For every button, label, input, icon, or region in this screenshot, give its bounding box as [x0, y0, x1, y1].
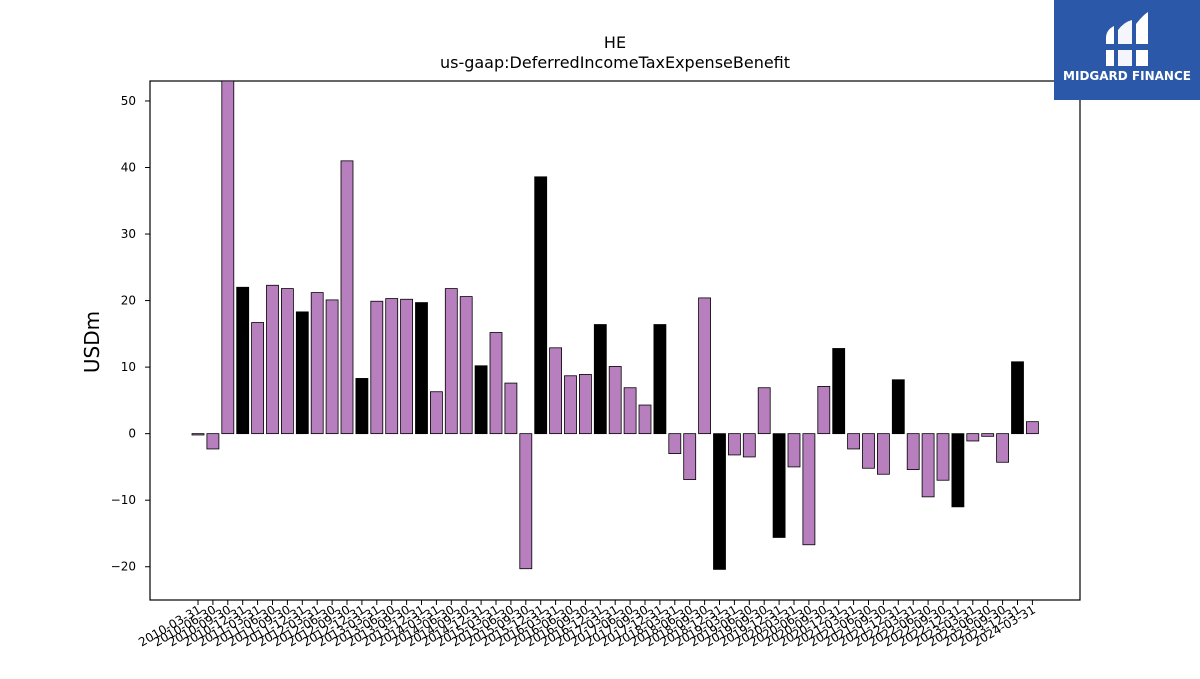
y-tick-label: 40 [121, 161, 136, 175]
bar-2023-12-31 [1011, 361, 1024, 435]
bar-2020-03-31 [787, 433, 801, 468]
bar-2017-12-31 [653, 324, 667, 435]
bar-2022-06-30 [921, 433, 935, 498]
bar-2014-09-30 [459, 296, 473, 435]
bar-2014-12-31 [474, 365, 488, 435]
bar-2020-06-30 [802, 433, 816, 546]
chart-subtitle: us-gaap:DeferredIncomeTaxExpenseBenefit [440, 53, 790, 72]
bar-2022-09-30 [936, 433, 950, 481]
bar-2021-09-30 [877, 433, 890, 475]
y-tick-label: 10 [121, 360, 136, 374]
y-tick-label: −10 [111, 493, 136, 507]
bar-2019-06-30 [742, 433, 756, 458]
bar-2015-03-31 [489, 332, 503, 435]
bar-2022-03-31 [906, 433, 920, 470]
bar-2021-06-30 [862, 433, 875, 469]
bar-2017-03-31 [608, 366, 622, 435]
bar-2020-12-31 [832, 348, 846, 435]
logo-badge: MIDGARD FINANCE [1054, 0, 1200, 100]
bar-2023-03-31 [966, 433, 980, 442]
bar-2013-12-31 [415, 302, 428, 435]
y-tick-label: 20 [121, 294, 136, 308]
bar-2017-06-30 [623, 387, 637, 435]
bar-2015-06-30 [504, 382, 518, 435]
bar-2016-06-30 [564, 375, 577, 435]
bar-2012-03-31 [310, 292, 324, 435]
bar-2014-06-30 [444, 288, 458, 435]
bar-2018-12-31 [713, 433, 726, 570]
bar-2015-09-30 [519, 433, 533, 570]
bar-2016-03-31 [549, 347, 562, 435]
chart-title: HE [604, 33, 626, 52]
bar-2018-09-30 [698, 297, 711, 435]
bar-2023-06-30 [981, 433, 995, 437]
bar-2013-03-31 [370, 300, 384, 435]
x-axis-ticks: 2010-03-312010-06-302010-09-302010-12-31… [136, 600, 1038, 649]
bar-2016-12-31 [593, 324, 607, 435]
bar-2010-06-30 [206, 433, 220, 450]
logo-mark-icon [1106, 12, 1148, 66]
logo: MIDGARD FINANCE [1054, 0, 1200, 100]
bar-2022-12-31 [951, 433, 965, 508]
bar-2011-06-30 [266, 284, 279, 435]
bar-2013-09-30 [400, 298, 414, 435]
bar-2012-09-30 [340, 160, 354, 435]
logo-text: MIDGARD FINANCE [1063, 69, 1191, 83]
bar-2018-03-31 [668, 433, 682, 455]
y-tick-label: 0 [128, 427, 136, 441]
bar-2011-03-31 [251, 322, 265, 435]
y-tick-label: 50 [121, 94, 136, 108]
bar-2020-09-30 [817, 386, 831, 435]
bar-2010-12-31 [236, 286, 250, 435]
y-axis-label: USDm [80, 311, 104, 373]
bar-2018-06-30 [683, 433, 697, 480]
bar-2024-03-31 [1026, 421, 1039, 435]
bar-2013-06-30 [385, 298, 399, 435]
bar-2010-03-31 [191, 433, 205, 436]
bar-2019-12-31 [772, 433, 786, 538]
bar-2011-12-31 [295, 311, 309, 435]
y-axis-ticks: −20 −10 0 10 20 30 40 50 [111, 94, 150, 574]
bar-2021-12-31 [891, 379, 905, 435]
bar-2015-12-31 [534, 176, 548, 435]
bar-2010-09-30 [221, 80, 235, 435]
bar-2011-09-30 [280, 288, 294, 435]
bar-2012-12-31 [355, 378, 369, 435]
bar-2019-03-31 [728, 433, 741, 456]
bar-2017-09-30 [638, 404, 652, 435]
bar-2019-09-30 [757, 387, 771, 435]
bar-2016-09-30 [579, 374, 592, 435]
bar-2012-06-30 [325, 299, 339, 435]
bars-group [191, 80, 1039, 570]
bar-2021-03-31 [847, 433, 860, 450]
y-tick-label: 30 [121, 227, 136, 241]
y-tick-label: −20 [111, 560, 136, 574]
bar-2023-09-30 [996, 433, 1009, 463]
bar-2014-03-31 [429, 391, 443, 435]
